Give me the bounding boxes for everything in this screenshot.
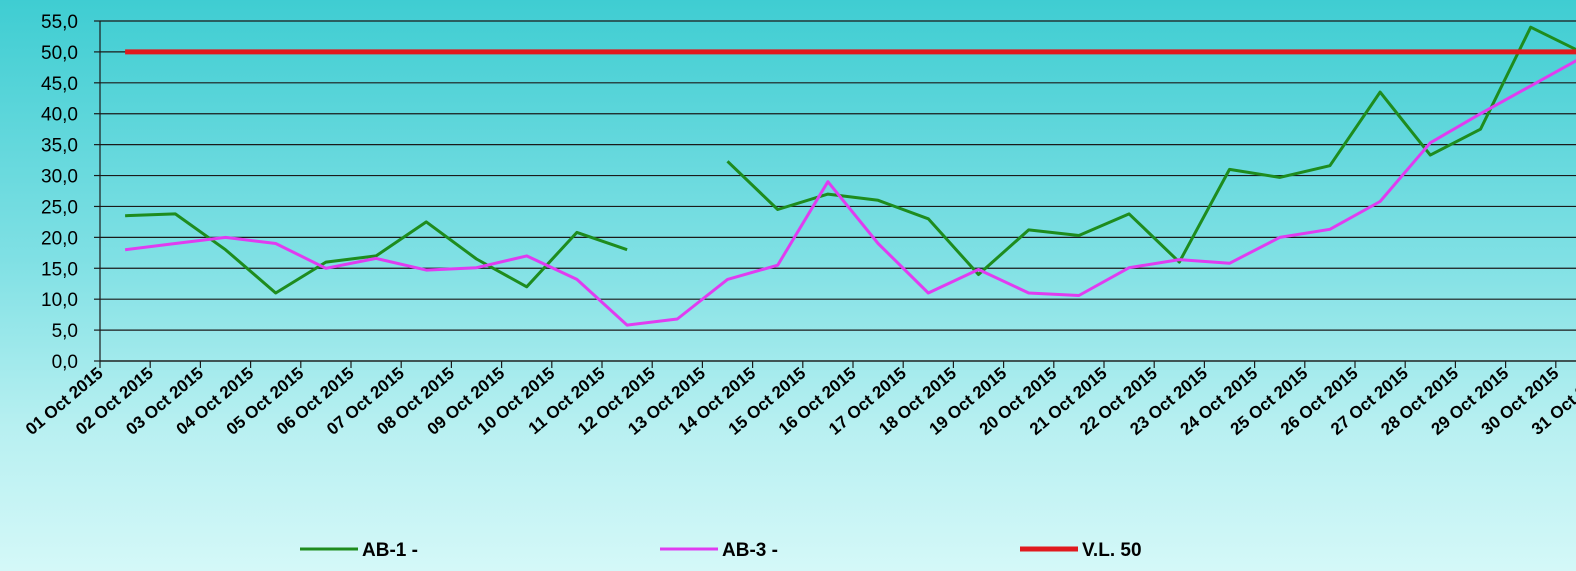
- series-lines: [124, 25, 1576, 327]
- y-tick-label: 15,0: [41, 259, 78, 280]
- y-tick-label: 30,0: [41, 167, 78, 188]
- series-ab-1: [125, 25, 1576, 295]
- legend-label: AB-3 -: [722, 540, 778, 561]
- legend: AB-1 - AB-3 - V.L. 50: [300, 540, 1142, 561]
- gridlines: [100, 20, 1576, 362]
- y-tick-label: 10,0: [41, 290, 78, 311]
- series-line: [726, 25, 1576, 276]
- y-tick-label: 50,0: [41, 43, 78, 64]
- y-tick-label: 20,0: [41, 228, 78, 249]
- legend-item: AB-3 -: [660, 540, 778, 561]
- y-tick-label: 40,0: [41, 105, 78, 126]
- legend-item: V.L. 50: [1020, 540, 1142, 561]
- axes: [94, 20, 1576, 368]
- y-tick-label: 45,0: [41, 74, 78, 95]
- series-ab-3: [124, 59, 1576, 327]
- legend-item: AB-1 -: [300, 540, 418, 561]
- series-line: [124, 59, 1576, 327]
- y-tick-label: 5,0: [52, 321, 78, 342]
- y-tick-labels: 0,0 5,0 10,0 15,0 20,0 25,0 30,0 35,0 40,0 45,0 50…: [41, 12, 78, 373]
- y-tick-label: 25,0: [41, 197, 78, 218]
- y-tick-label: 35,0: [41, 136, 78, 157]
- y-tick-label: 55,0: [41, 12, 78, 33]
- legend-label: AB-1 -: [362, 540, 418, 561]
- series-line: [125, 212, 628, 295]
- y-tick-label: 0,0: [52, 352, 78, 373]
- legend-label: V.L. 50: [1082, 540, 1142, 561]
